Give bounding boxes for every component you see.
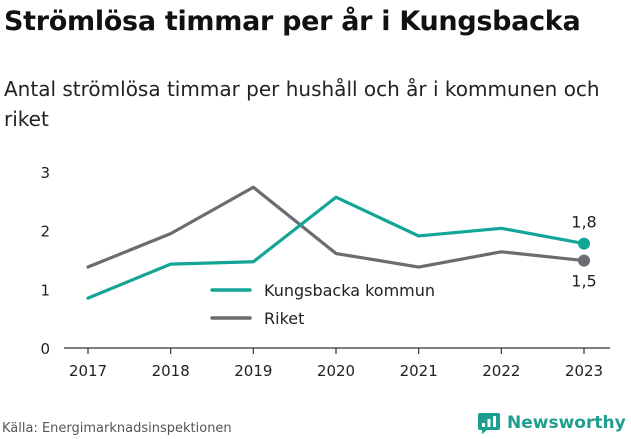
y-tick-label: 2 [40, 223, 50, 241]
end-point-kungsbacka [578, 237, 590, 250]
chart-subtitle: Antal strömlösa timmar per hushåll och å… [4, 77, 600, 131]
x-tick-label: 2022 [482, 362, 520, 380]
y-tick-label: 0 [40, 340, 50, 358]
x-tick-label: 2021 [400, 362, 438, 380]
x-tick-label: 2020 [317, 362, 355, 380]
end-point-riket [578, 254, 590, 267]
x-tick-label: 2023 [565, 362, 603, 380]
y-tick-label: 1 [40, 281, 50, 299]
series-line-kungsbacka [86, 195, 586, 300]
x-tick-label: 2019 [234, 362, 272, 380]
brand-name: Newsworthy [507, 413, 626, 433]
legend-label: Kungsbacka kommun [264, 281, 435, 300]
chart-title: Strömlösa timmar per år i Kungsbacka [4, 6, 581, 37]
series-line-riket [86, 185, 586, 269]
x-tick-label: 2018 [152, 362, 190, 380]
newsworthy-logo-icon [478, 413, 500, 434]
brand-logo: Newsworthy [477, 410, 626, 436]
y-tick-label: 3 [40, 164, 50, 182]
legend-label: Riket [264, 309, 304, 328]
data-label-riket: 1,5 [571, 272, 596, 291]
data-label-kungsbacka: 1,8 [571, 213, 596, 232]
source-note: Källa: Energimarknadsinspektionen [2, 421, 232, 436]
x-tick-label: 2017 [69, 362, 107, 380]
